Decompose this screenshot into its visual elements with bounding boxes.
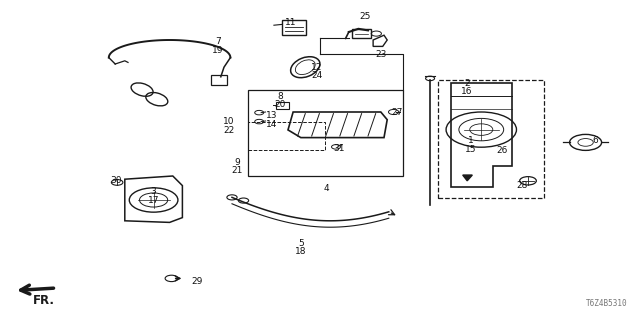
Text: 16: 16 bbox=[461, 87, 473, 96]
Text: 3: 3 bbox=[151, 188, 156, 196]
Text: T6Z4B5310: T6Z4B5310 bbox=[586, 299, 627, 308]
Text: 24: 24 bbox=[311, 71, 323, 80]
Circle shape bbox=[227, 195, 237, 200]
Text: 8: 8 bbox=[278, 92, 283, 100]
Circle shape bbox=[239, 198, 249, 203]
Bar bbox=[282, 20, 306, 35]
Text: 4: 4 bbox=[324, 184, 329, 193]
Text: 18: 18 bbox=[295, 247, 307, 256]
Circle shape bbox=[165, 275, 178, 282]
Text: FR.: FR. bbox=[33, 294, 54, 308]
Text: 6: 6 bbox=[593, 136, 598, 145]
Bar bbox=[352, 29, 371, 38]
Text: 12: 12 bbox=[311, 63, 323, 72]
Text: 9: 9 bbox=[234, 158, 239, 167]
Text: 5: 5 bbox=[298, 239, 303, 248]
Circle shape bbox=[111, 180, 123, 185]
Text: 30: 30 bbox=[111, 176, 122, 185]
Text: 20: 20 bbox=[275, 100, 286, 109]
Text: 10: 10 bbox=[223, 117, 235, 126]
Bar bbox=[276, 102, 289, 109]
Text: 22: 22 bbox=[223, 126, 235, 135]
Bar bbox=[248, 122, 325, 150]
Text: 21: 21 bbox=[231, 166, 243, 175]
Text: 17: 17 bbox=[148, 196, 159, 205]
Text: 25: 25 bbox=[359, 12, 371, 20]
Bar bbox=[438, 80, 544, 198]
Text: 13: 13 bbox=[266, 111, 278, 120]
Text: 14: 14 bbox=[266, 120, 278, 129]
Text: 2: 2 bbox=[465, 79, 470, 88]
Text: 19: 19 bbox=[212, 46, 223, 55]
Text: 23: 23 bbox=[375, 50, 387, 59]
Bar bbox=[248, 90, 403, 176]
Text: 26: 26 bbox=[497, 146, 508, 155]
Text: 7: 7 bbox=[215, 37, 220, 46]
Text: 31: 31 bbox=[333, 144, 345, 153]
Text: 27: 27 bbox=[391, 108, 403, 116]
Text: 15: 15 bbox=[465, 145, 476, 154]
Text: 28: 28 bbox=[516, 181, 527, 190]
Text: 29: 29 bbox=[191, 277, 203, 286]
Polygon shape bbox=[463, 175, 472, 181]
Text: 1: 1 bbox=[468, 136, 473, 145]
Text: 11: 11 bbox=[285, 18, 297, 27]
